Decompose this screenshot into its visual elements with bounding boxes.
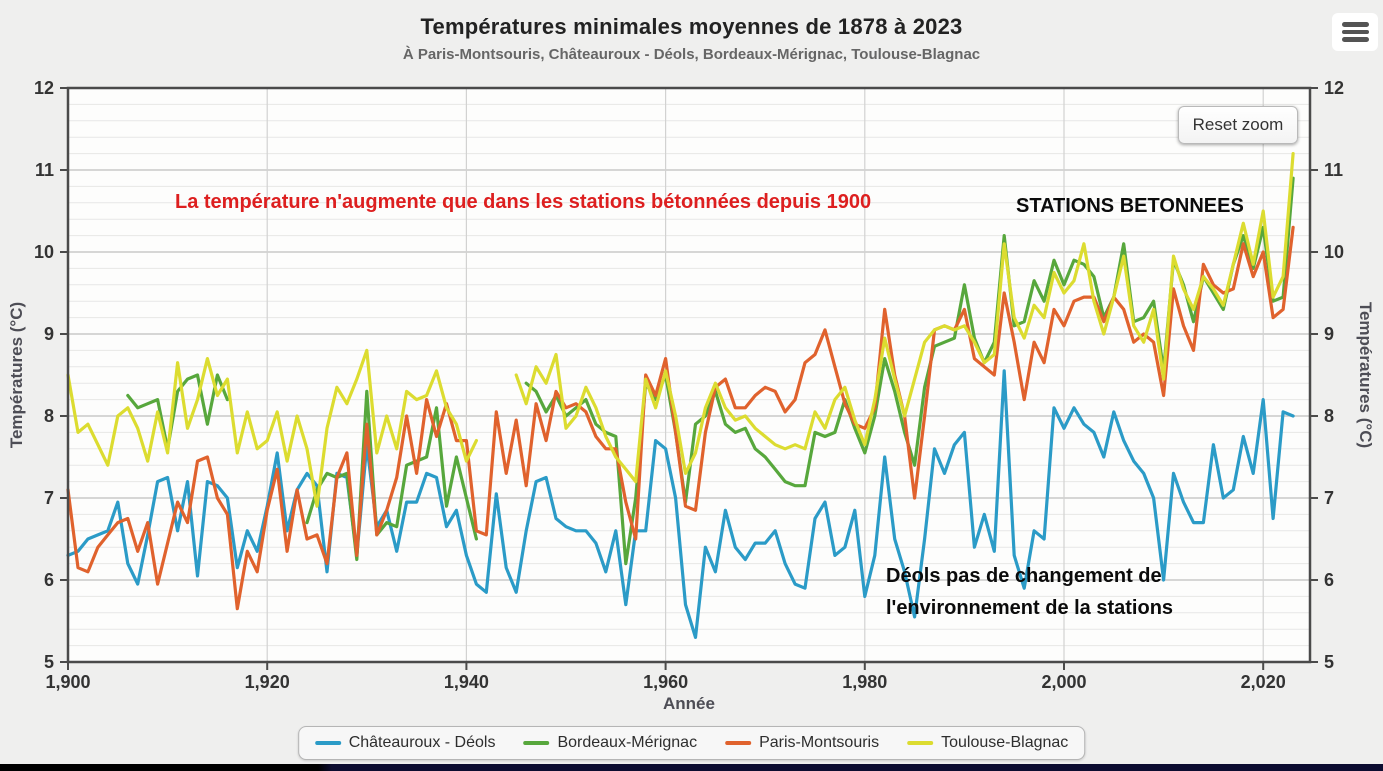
legend-label: Toulouse-Blagnac: [941, 734, 1069, 751]
legend-label: Paris-Montsouris: [759, 734, 880, 751]
y-axis-title-left: Températures (°C): [7, 302, 26, 448]
annotation-red-note: La température n'augmente que dans les s…: [175, 191, 872, 213]
annotation-deols: Déols pas de changement de l'environneme…: [886, 560, 1173, 624]
legend-label: Bordeaux-Mérignac: [557, 734, 698, 751]
x-tick-label: 1,960: [643, 672, 688, 692]
legend-item[interactable]: Châteauroux - Déols: [314, 734, 496, 752]
legend-swatch-icon: [314, 741, 341, 745]
annotation-stations-betonnees: STATIONS BETONNEES: [1016, 195, 1244, 217]
y-tick-label-right: 8: [1324, 406, 1334, 426]
hamburger-bar: [1341, 29, 1369, 35]
y-tick-label-right: 12: [1324, 78, 1344, 98]
chart-legend: Châteauroux - Déols Bordeaux-Mérignac Pari…: [297, 726, 1086, 760]
series-line-paris-montsouris[interactable]: [66, 225, 1295, 611]
y-tick-label-right: 11: [1324, 160, 1343, 180]
y-tick-label-right: 9: [1324, 324, 1334, 344]
hamburger-bar: [1341, 37, 1369, 42]
reset-zoom-button[interactable]: Reset zoom: [1178, 106, 1298, 144]
legend-item[interactable]: Toulouse-Blagnac: [907, 734, 1068, 752]
hamburger-bar: [1341, 22, 1369, 27]
axis-frame: [66, 86, 1312, 664]
series-line-bordeaux-m-rignac[interactable]: [126, 373, 229, 451]
y-tick-label-left: 12: [34, 78, 54, 98]
y-tick-label-left: 5: [44, 652, 54, 672]
legend-item[interactable]: Bordeaux-Mérignac: [523, 734, 697, 752]
y-tick-label-right: 10: [1324, 242, 1344, 262]
y-tick-label-left: 9: [44, 324, 54, 344]
y-tick-label-left: 11: [35, 160, 54, 180]
annotation-deols-line1: Déols pas de changement de: [886, 565, 1162, 587]
plot-background: [68, 88, 1310, 662]
series-line-bordeaux-m-rignac[interactable]: [305, 389, 478, 562]
legend-swatch-icon: [725, 741, 752, 745]
y-tick-label-left: 7: [44, 488, 54, 508]
x-tick-label: 1,900: [45, 672, 90, 692]
x-tick-label: 1,940: [444, 672, 489, 692]
annotation-deols-line2: l'environnement de la stations: [886, 597, 1174, 619]
legend-item[interactable]: Paris-Montsouris: [725, 734, 879, 752]
chart-title: Températures minimales moyennes de 1878 …: [420, 14, 963, 39]
x-tick-label: 2,000: [1041, 672, 1086, 692]
x-tick-label: 1,920: [245, 672, 290, 692]
x-tick-label: 1,980: [842, 672, 887, 692]
series-line-toulouse-blagnac[interactable]: [66, 348, 478, 508]
hamburger-menu-icon[interactable]: [1332, 13, 1378, 51]
y-tick-label-left: 6: [44, 570, 54, 590]
series-line-ch-teauroux-d-ols[interactable]: [66, 369, 1295, 640]
series-line-toulouse-blagnac[interactable]: [514, 152, 1295, 484]
x-tick-label: 2,020: [1241, 672, 1286, 692]
y-tick-label-right: 5: [1324, 652, 1334, 672]
bottom-window-edge: [0, 764, 1383, 771]
legend-swatch-icon: [523, 741, 550, 745]
y-axis-title-right: Températures (°C): [1356, 302, 1375, 448]
y-tick-label-left: 10: [34, 242, 54, 262]
y-tick-label-left: 8: [44, 406, 54, 426]
y-tick-label-right: 6: [1324, 570, 1334, 590]
y-tick-label-right: 7: [1324, 488, 1334, 508]
chart-subtitle: À Paris-Montsouris, Châteauroux - Déols,…: [402, 46, 981, 63]
legend-swatch-icon: [907, 741, 934, 745]
chart-header: Températures minimales moyennes de 1878 …: [0, 14, 1383, 63]
x-axis-title: Année: [663, 694, 715, 713]
legend-label: Châteauroux - Déols: [348, 734, 496, 751]
